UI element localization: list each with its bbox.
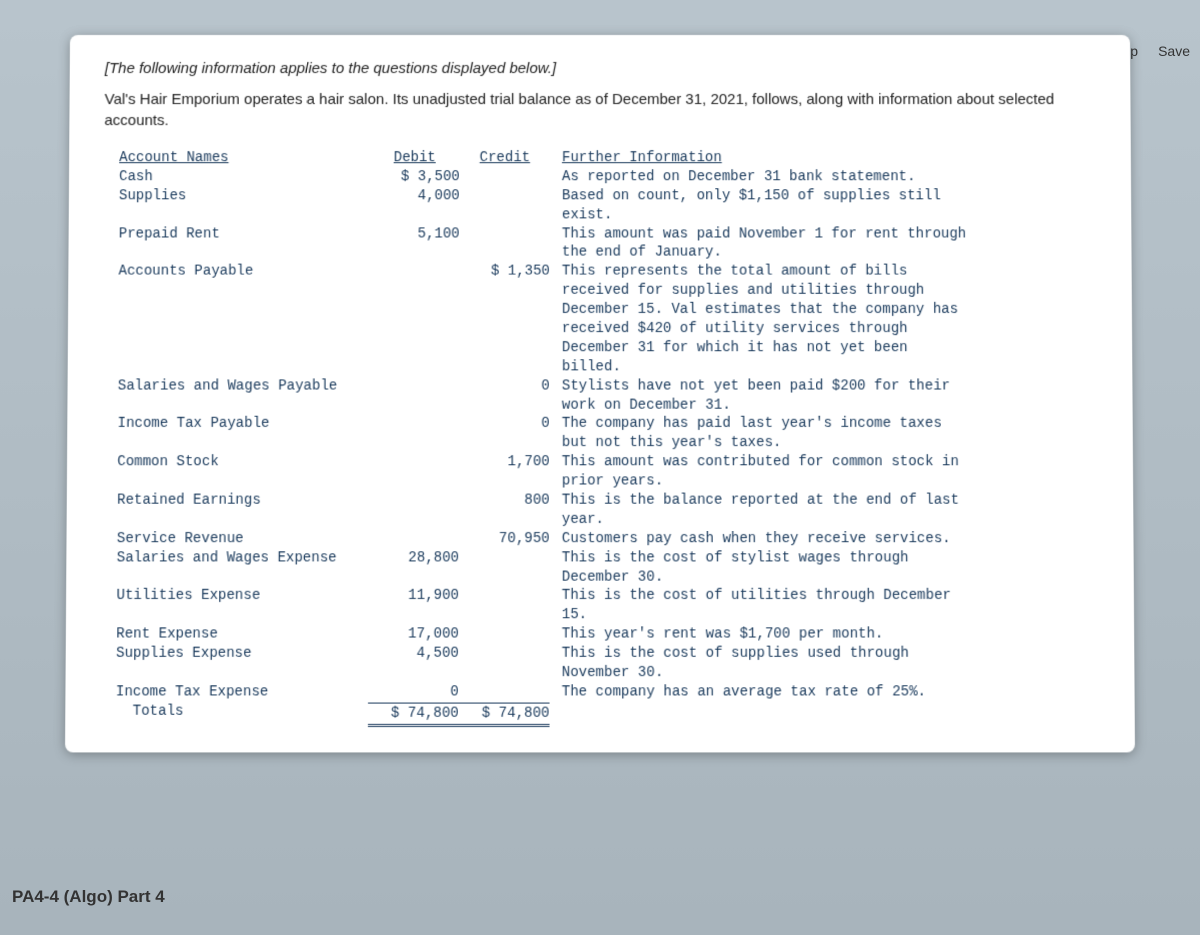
cell-account-name: Accounts Payable: [118, 263, 369, 282]
cell-account-name: Rent Expense: [116, 626, 368, 645]
cell-account-name: Service Revenue: [117, 530, 369, 549]
cell-account-name: Cash: [119, 168, 370, 187]
cell-info: This is the cost of utilities through De…: [550, 587, 973, 625]
cell-account-name: Retained Earnings: [117, 492, 369, 511]
cell-info: The company has an average tax rate of 2…: [550, 683, 974, 702]
table-row: Accounts Payable $ 1,350This represents t…: [118, 263, 1097, 377]
totals-label: Totals: [116, 702, 368, 721]
cell-account-name: Supplies: [119, 187, 370, 206]
problem-description: Val's Hair Emporium operates a hair salo…: [104, 89, 1095, 131]
cell-info: The company has paid last year's income …: [550, 415, 972, 453]
cell-debit: 0: [368, 683, 459, 702]
table-row: Income Tax Payable 0The company has paid …: [117, 415, 1097, 453]
cell-debit: 4,000: [369, 187, 459, 206]
cell-info: Stylists have not yet been paid $200 for…: [550, 377, 972, 415]
totals-row: Totals $ 74,800 $ 74,800: [116, 702, 1100, 726]
table-header-row: Account Names Debit Credit Further Infor…: [119, 149, 1096, 168]
cell-credit: 70,950: [459, 530, 550, 549]
cell-account-name: Prepaid Rent: [119, 225, 370, 244]
cell-account-name: Supplies Expense: [116, 645, 368, 664]
cell-debit: 5,100: [369, 225, 459, 244]
cell-info: This amount was contributed for common s…: [550, 453, 973, 491]
cell-debit: 4,500: [368, 645, 459, 664]
cell-info: As reported on December 31 bank statemen…: [550, 168, 971, 187]
header-info: Further Information: [550, 149, 971, 168]
totals-credit: $ 74,800: [459, 702, 550, 726]
table-row: Service Revenue 70,950Customers pay cash …: [117, 530, 1099, 549]
cell-info: This year's rent was $1,700 per month.: [550, 626, 973, 645]
problem-page: [The following information applies to th…: [65, 35, 1135, 752]
cell-account-name: Income Tax Payable: [117, 415, 368, 434]
header-account-names: Account Names: [119, 149, 369, 168]
table-row: Salaries and Wages Expense28,800 This is …: [117, 549, 1099, 587]
cell-info: This is the cost of stylist wages throug…: [550, 549, 973, 587]
table-row: Salaries and Wages Payable 0Stylists have…: [118, 377, 1098, 415]
cell-debit: 28,800: [368, 549, 459, 568]
cell-account-name: Income Tax Expense: [116, 683, 368, 702]
cell-credit: $ 1,350: [460, 263, 550, 282]
table-row: Prepaid Rent5,100 This amount was paid No…: [119, 225, 1097, 263]
header-debit: Debit: [370, 149, 460, 168]
intro-text: [The following information applies to th…: [105, 60, 1096, 77]
table-row: Utilities Expense11,900 This is the cost …: [116, 587, 1099, 625]
cell-credit: 0: [459, 415, 549, 434]
totals-debit: $ 74,800: [368, 702, 459, 726]
cell-credit: 800: [459, 492, 550, 511]
header-credit: Credit: [460, 149, 550, 168]
cell-info: This represents the total amount of bill…: [550, 263, 972, 377]
cell-debit: 17,000: [368, 626, 459, 645]
cell-info: This is the balance reported at the end …: [550, 492, 973, 530]
save-link[interactable]: Save: [1158, 43, 1190, 59]
cell-credit: 0: [459, 377, 549, 396]
cell-info: Based on count, only $1,150 of supplies …: [550, 187, 971, 225]
cell-account-name: Salaries and Wages Payable: [118, 377, 369, 396]
cell-account-name: Common Stock: [117, 453, 368, 472]
cell-info: This amount was paid November 1 for rent…: [550, 225, 971, 263]
cell-debit: $ 3,500: [370, 168, 460, 187]
table-row: Supplies4,000 Based on count, only $1,150…: [119, 187, 1096, 225]
cell-info: This is the cost of supplies used throug…: [550, 645, 974, 683]
table-row: Income Tax Expense0 The company has an av…: [116, 683, 1100, 702]
table-row: Supplies Expense4,500 This is the cost of…: [116, 645, 1099, 683]
cell-info: Customers pay cash when they receive ser…: [550, 530, 973, 549]
cell-credit: 1,700: [459, 453, 550, 472]
table-row: Common Stock 1,700This amount was contrib…: [117, 453, 1098, 491]
cell-account-name: Utilities Expense: [116, 587, 368, 606]
cell-debit: 11,900: [368, 587, 459, 606]
table-row: Cash$ 3,500 As reported on December 31 ba…: [119, 168, 1096, 187]
table-row: Rent Expense17,000 This year's rent was $…: [116, 626, 1099, 645]
trial-balance-table: Account Names Debit Credit Further Infor…: [116, 149, 1100, 727]
problem-subtitle: PA4-4 (Algo) Part 4: [12, 887, 165, 907]
table-row: Retained Earnings 800This is the balance …: [117, 492, 1098, 530]
cell-account-name: Salaries and Wages Expense: [117, 549, 369, 568]
